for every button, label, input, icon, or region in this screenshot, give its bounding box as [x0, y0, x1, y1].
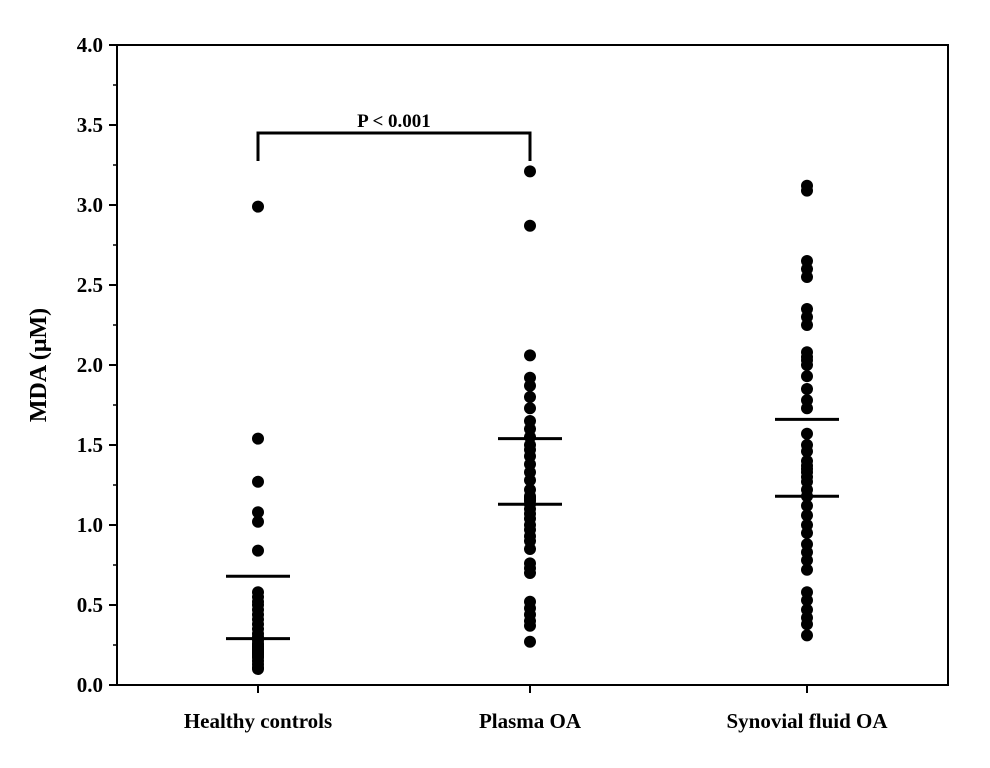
data-point [524, 349, 536, 362]
y-tick-label: 2.5 [77, 273, 103, 297]
y-tick-label: 4.0 [77, 33, 103, 57]
data-point [524, 543, 536, 555]
y-tick-label: 3.5 [77, 113, 103, 137]
data-point [801, 509, 813, 522]
y-tick-label: 1.0 [77, 513, 103, 537]
y-tick-label: 1.5 [77, 433, 103, 457]
data-point [524, 635, 536, 648]
data-point [801, 319, 813, 331]
data-point [524, 402, 536, 415]
y-tick-label: 3.0 [77, 193, 103, 217]
x-tick-label: Healthy controls [184, 709, 332, 733]
data-point [801, 527, 813, 539]
data-point [801, 402, 813, 415]
x-tick-label: Plasma OA [479, 709, 582, 733]
significance-bracket [256, 131, 532, 161]
data-point [252, 515, 264, 528]
data-point [801, 370, 813, 383]
plot-frame [116, 44, 949, 686]
y-axis-label: MDA (μM) [26, 308, 52, 422]
y-tick-label: 2.0 [77, 353, 103, 377]
data-point [801, 427, 813, 440]
data-point [801, 594, 813, 607]
data-point [801, 184, 813, 197]
data-point [252, 506, 264, 519]
data-point [524, 567, 536, 579]
data-point [801, 445, 813, 458]
data-point [801, 629, 813, 642]
data-point [801, 499, 813, 512]
data-point [524, 619, 536, 632]
y-tick-label: 0.5 [77, 593, 103, 617]
data-point [252, 544, 264, 557]
y-tick-label: 0.0 [77, 673, 103, 697]
data-point [252, 475, 264, 488]
data-point [524, 391, 536, 403]
data-point [801, 271, 813, 283]
data-point [524, 379, 536, 392]
data-point [801, 359, 813, 371]
data-point [801, 563, 813, 576]
data-point [524, 165, 536, 178]
data-point [252, 663, 264, 675]
data-point [252, 200, 264, 213]
data-point [801, 383, 813, 395]
data-point [252, 432, 264, 445]
data-point [801, 554, 813, 567]
significance-label: P < 0.001 [357, 111, 431, 132]
x-tick-label: Synovial fluid OA [726, 709, 888, 733]
data-point [801, 618, 813, 631]
data-point [524, 474, 536, 487]
data-point [524, 219, 536, 232]
